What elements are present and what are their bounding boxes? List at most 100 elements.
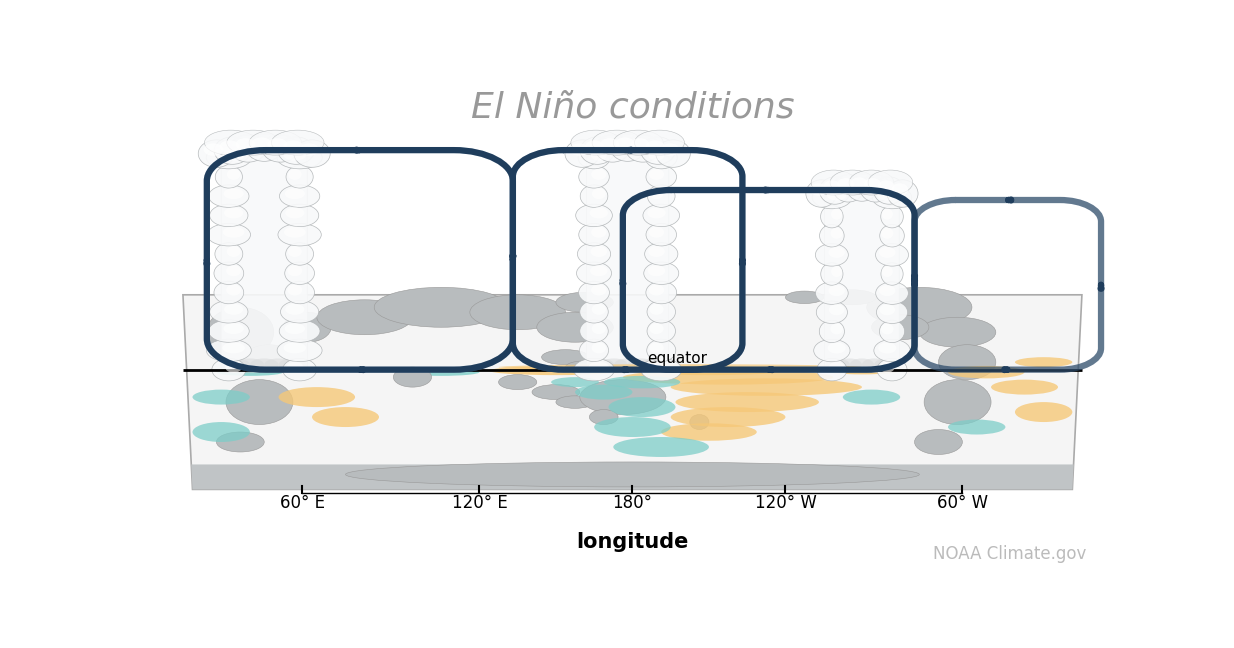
Ellipse shape [236, 358, 264, 371]
Ellipse shape [879, 285, 896, 296]
Ellipse shape [640, 358, 681, 381]
Ellipse shape [830, 228, 843, 238]
Ellipse shape [645, 281, 676, 304]
Ellipse shape [280, 204, 318, 227]
Ellipse shape [271, 130, 325, 155]
Ellipse shape [193, 422, 249, 442]
Ellipse shape [285, 281, 315, 304]
Ellipse shape [647, 301, 675, 323]
Ellipse shape [830, 170, 875, 195]
Ellipse shape [847, 174, 877, 202]
Ellipse shape [215, 166, 242, 188]
Ellipse shape [864, 178, 881, 191]
Ellipse shape [640, 137, 675, 165]
Ellipse shape [276, 146, 322, 169]
Ellipse shape [813, 340, 850, 362]
Ellipse shape [649, 284, 664, 295]
Ellipse shape [489, 366, 623, 375]
Ellipse shape [649, 169, 664, 180]
Ellipse shape [299, 143, 320, 156]
Ellipse shape [402, 369, 479, 376]
Ellipse shape [939, 345, 996, 380]
Ellipse shape [590, 410, 618, 424]
Ellipse shape [226, 265, 241, 276]
Ellipse shape [223, 227, 244, 238]
Ellipse shape [830, 323, 843, 334]
Ellipse shape [236, 138, 255, 151]
Ellipse shape [649, 304, 664, 315]
Ellipse shape [880, 305, 895, 316]
Ellipse shape [643, 204, 680, 227]
Ellipse shape [919, 318, 996, 347]
Ellipse shape [288, 246, 302, 257]
Ellipse shape [874, 340, 911, 362]
Ellipse shape [222, 150, 246, 161]
Ellipse shape [206, 146, 252, 169]
Ellipse shape [576, 204, 612, 227]
Ellipse shape [579, 166, 610, 188]
Ellipse shape [591, 304, 606, 315]
Ellipse shape [542, 350, 590, 365]
Ellipse shape [595, 417, 671, 437]
Ellipse shape [226, 284, 241, 295]
Ellipse shape [881, 323, 893, 334]
Ellipse shape [210, 204, 248, 227]
Ellipse shape [628, 358, 655, 371]
Ellipse shape [891, 183, 908, 196]
Ellipse shape [632, 366, 785, 375]
Ellipse shape [675, 392, 819, 412]
Ellipse shape [589, 362, 610, 373]
Ellipse shape [879, 343, 896, 354]
Ellipse shape [861, 358, 886, 371]
Ellipse shape [648, 185, 675, 207]
Ellipse shape [661, 423, 756, 441]
Ellipse shape [613, 130, 663, 155]
Ellipse shape [585, 141, 603, 153]
Ellipse shape [876, 282, 908, 305]
Ellipse shape [671, 407, 785, 427]
Ellipse shape [591, 323, 606, 334]
Ellipse shape [649, 342, 664, 353]
Ellipse shape [537, 312, 613, 342]
Ellipse shape [821, 205, 843, 228]
Ellipse shape [580, 301, 608, 323]
Ellipse shape [819, 320, 844, 343]
Ellipse shape [648, 207, 665, 218]
Ellipse shape [880, 320, 905, 343]
Ellipse shape [603, 376, 680, 388]
Ellipse shape [812, 186, 851, 209]
Ellipse shape [586, 358, 615, 371]
Ellipse shape [827, 189, 847, 200]
Ellipse shape [570, 143, 589, 156]
Ellipse shape [225, 207, 243, 218]
Ellipse shape [806, 179, 837, 207]
Ellipse shape [284, 141, 304, 153]
Ellipse shape [591, 342, 606, 353]
Ellipse shape [645, 166, 676, 188]
Ellipse shape [874, 358, 898, 371]
Ellipse shape [223, 188, 243, 199]
Ellipse shape [608, 397, 675, 417]
Ellipse shape [642, 358, 669, 371]
Ellipse shape [816, 282, 848, 305]
Ellipse shape [206, 339, 252, 362]
Ellipse shape [821, 263, 843, 285]
Ellipse shape [557, 396, 595, 408]
Ellipse shape [849, 170, 893, 195]
Ellipse shape [811, 170, 856, 195]
Ellipse shape [578, 243, 611, 265]
Ellipse shape [264, 358, 292, 371]
Ellipse shape [394, 367, 432, 387]
Ellipse shape [249, 130, 301, 155]
Ellipse shape [193, 389, 249, 404]
Ellipse shape [207, 224, 251, 246]
Ellipse shape [611, 134, 645, 161]
Ellipse shape [284, 342, 306, 353]
Ellipse shape [866, 287, 972, 327]
Ellipse shape [346, 462, 919, 487]
Ellipse shape [843, 389, 901, 404]
Ellipse shape [874, 177, 905, 204]
Ellipse shape [278, 339, 322, 362]
Ellipse shape [860, 174, 891, 202]
Ellipse shape [655, 140, 690, 167]
